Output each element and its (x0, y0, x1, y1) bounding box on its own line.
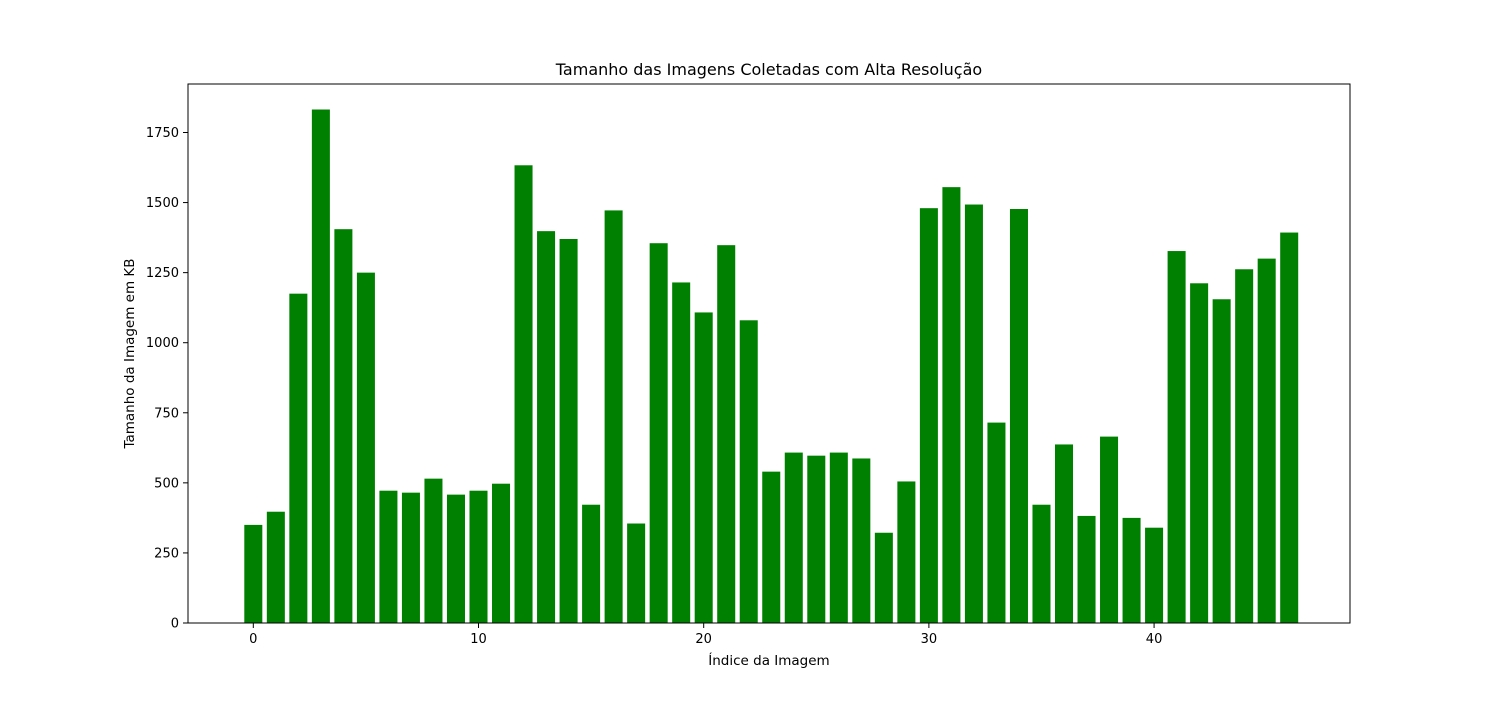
y-tick-label-250: 250 (154, 546, 179, 561)
bar-11 (492, 483, 511, 623)
bar-34 (1009, 209, 1028, 623)
bar-7 (401, 492, 420, 623)
y-tick-label-1250: 1250 (146, 266, 179, 281)
bar-26 (829, 452, 848, 623)
bar-36 (1055, 444, 1074, 623)
bar-20 (694, 312, 713, 623)
bar-8 (424, 478, 443, 623)
bar-1 (266, 511, 285, 623)
x-tick-label-40: 40 (1146, 632, 1163, 647)
bar-27 (852, 458, 871, 623)
bar-35 (1032, 504, 1051, 623)
bar-41 (1167, 251, 1186, 624)
bar-3 (311, 109, 330, 623)
plot-frame (187, 83, 1351, 624)
bar-24 (784, 452, 803, 623)
bar-15 (582, 504, 601, 623)
bar-42 (1190, 283, 1209, 623)
bar-30 (919, 208, 938, 624)
bar-18 (649, 243, 668, 623)
x-tick-label-0: 0 (249, 632, 257, 647)
bars-group (244, 109, 1299, 624)
bar-16 (604, 210, 623, 623)
bar-33 (987, 422, 1006, 623)
y-tick-label-500: 500 (154, 476, 179, 491)
x-tick-label-30: 30 (921, 632, 938, 647)
bar-21 (717, 245, 736, 624)
bar-22 (739, 320, 758, 623)
x-tick-label-10: 10 (470, 632, 487, 647)
bar-44 (1235, 269, 1254, 623)
bar-4 (334, 229, 353, 623)
bar-23 (762, 471, 781, 623)
bar-39 (1122, 517, 1141, 623)
y-tick-label-0: 0 (171, 617, 179, 632)
y-tick-label-1500: 1500 (146, 196, 179, 211)
bar-43 (1212, 299, 1231, 623)
bar-6 (379, 490, 398, 623)
bar-25 (807, 455, 826, 623)
bar-38 (1100, 436, 1119, 623)
y-tick-label-1000: 1000 (146, 336, 179, 351)
bar-9 (446, 494, 465, 623)
bar-14 (559, 239, 578, 623)
bar-37 (1077, 515, 1096, 623)
x-axis-label: Índice da Imagem (708, 652, 829, 669)
bar-45 (1257, 258, 1276, 623)
bar-46 (1280, 232, 1299, 624)
bar-19 (672, 282, 691, 623)
bar-0 (244, 524, 263, 623)
x-tick-label-20: 20 (695, 632, 712, 647)
bar-13 (537, 231, 556, 623)
y-tick-label-1750: 1750 (146, 126, 179, 141)
chart-title: Tamanho das Imagens Coletadas com Alta R… (555, 60, 982, 79)
bar-29 (897, 481, 916, 623)
bar-31 (942, 187, 961, 623)
x-axis: 0 10 20 30 40 (249, 623, 1162, 647)
bar-10 (469, 490, 488, 623)
bar-40 (1145, 527, 1164, 623)
y-axis: 0 250 500 750 1000 1250 1500 1750 (146, 126, 188, 632)
bar-17 (627, 523, 646, 623)
bar-32 (964, 204, 983, 623)
bar-5 (356, 272, 375, 623)
bar-2 (289, 293, 308, 623)
bar-28 (874, 532, 893, 623)
y-axis-label: Tamanho da Imagem em KB (122, 258, 138, 449)
bar-12 (514, 165, 533, 623)
y-tick-label-750: 750 (154, 406, 179, 421)
